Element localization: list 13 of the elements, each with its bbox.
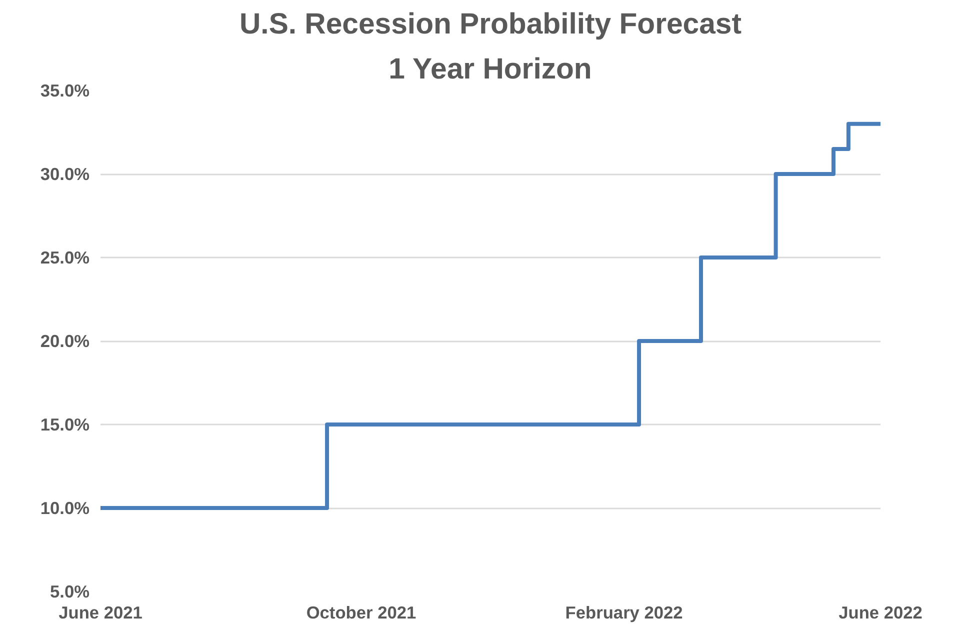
y-tick-label: 10.0% <box>40 498 90 518</box>
x-tick-label: June 2021 <box>58 602 143 622</box>
x-tick-label: June 2022 <box>838 602 922 622</box>
y-tick-label: 15.0% <box>40 414 90 434</box>
y-tick-label: 5.0% <box>50 582 90 602</box>
chart-title: U.S. Recession Probability Forecast <box>240 8 742 40</box>
chart-subtitle: 1 Year Horizon <box>388 52 592 86</box>
y-tick-label: 25.0% <box>40 248 90 268</box>
y-tick-label: 20.0% <box>40 331 90 351</box>
y-tick-label: 30.0% <box>40 164 90 184</box>
y-tick-label: 35.0% <box>40 80 90 100</box>
x-tick-label: October 2021 <box>306 602 416 622</box>
x-tick-label: February 2022 <box>565 602 683 622</box>
